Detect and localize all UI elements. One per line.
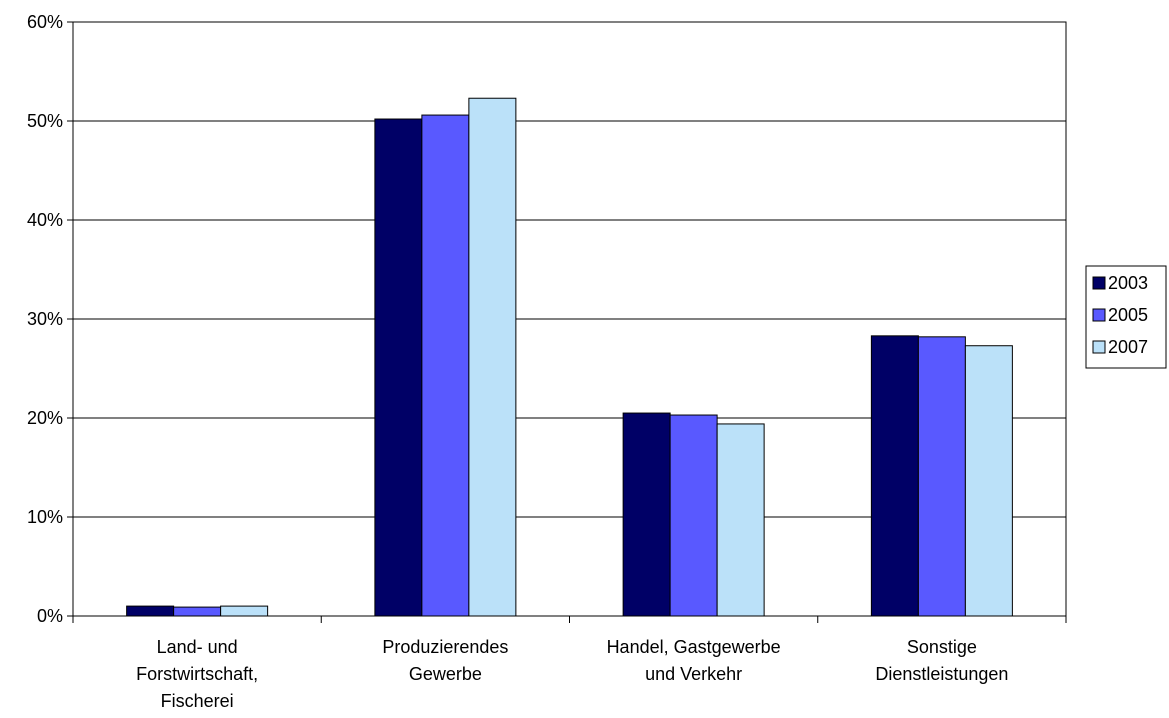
bar-2003-2 (622, 412, 671, 617)
y-tick-label: 40% (27, 210, 63, 230)
legend: 2003 2005 2007 (1085, 265, 1167, 369)
bar-2005-1 (421, 114, 470, 617)
bar-2003-1 (374, 118, 423, 617)
bar-2005-0 (173, 606, 222, 617)
legend-label-2003: 2003 (1108, 273, 1148, 293)
legend-label-2005: 2005 (1108, 305, 1148, 325)
x-tick-label: Handel, Gastgewerbe und Verkehr (607, 637, 781, 684)
bar-2003-0 (126, 605, 175, 617)
axes: 0% 10% 20% 30% 40% 50% 60% Land- und Forstwirtsc… (27, 12, 1067, 711)
bar-2005-3 (917, 336, 966, 617)
bar-2007-1 (468, 97, 517, 617)
bars (126, 97, 1013, 617)
bar-2003-3 (870, 335, 919, 617)
legend-swatch-2005 (1092, 308, 1106, 322)
y-tick-label: 60% (27, 12, 63, 32)
x-tick-label: Land- und Forstwirtschaft, Fischerei (136, 637, 258, 711)
plot-frame (72, 21, 1067, 617)
bar-2007-3 (964, 345, 1013, 617)
legend-label-2007: 2007 (1108, 337, 1148, 357)
bar-2007-0 (220, 605, 269, 617)
y-tick-label: 0% (37, 606, 63, 626)
y-tick-label: 30% (27, 309, 63, 329)
legend-swatch-2003 (1092, 276, 1106, 290)
y-tick-label: 10% (27, 507, 63, 527)
y-tick-label: 20% (27, 408, 63, 428)
y-tick-label: 50% (27, 111, 63, 131)
bar-2005-2 (669, 414, 718, 617)
legend-swatch-2007 (1092, 340, 1106, 354)
x-tick-label: Produzierendes Gewerbe (382, 637, 508, 684)
bar-2007-2 (716, 423, 765, 617)
x-tick-label: Sonstige Dienstleistungen (875, 637, 1008, 684)
